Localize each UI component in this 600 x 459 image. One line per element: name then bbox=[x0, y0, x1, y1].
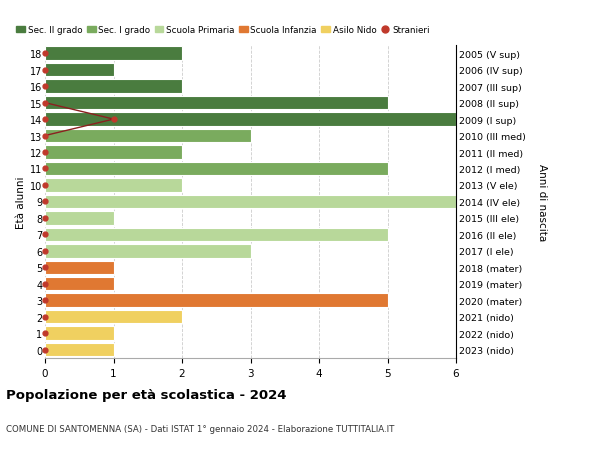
Bar bbox=[45, 245, 251, 258]
Bar bbox=[45, 277, 113, 291]
Bar bbox=[45, 80, 182, 94]
Bar bbox=[45, 228, 388, 241]
Bar bbox=[45, 47, 182, 61]
Bar bbox=[45, 129, 251, 143]
Bar bbox=[45, 261, 113, 274]
Bar bbox=[45, 310, 182, 324]
Legend: Sec. II grado, Sec. I grado, Scuola Primaria, Scuola Infanzia, Asilo Nido, Stran: Sec. II grado, Sec. I grado, Scuola Prim… bbox=[16, 26, 430, 35]
Bar bbox=[45, 146, 182, 159]
Y-axis label: Età alunni: Età alunni bbox=[16, 176, 26, 228]
Bar bbox=[45, 343, 113, 357]
Text: COMUNE DI SANTOMENNA (SA) - Dati ISTAT 1° gennaio 2024 - Elaborazione TUTTITALIA: COMUNE DI SANTOMENNA (SA) - Dati ISTAT 1… bbox=[6, 425, 394, 434]
Bar bbox=[45, 97, 388, 110]
Bar bbox=[45, 327, 113, 340]
Bar bbox=[45, 294, 388, 307]
Bar bbox=[45, 64, 113, 77]
Bar bbox=[45, 195, 456, 209]
Bar bbox=[45, 212, 113, 225]
Y-axis label: Anni di nascita: Anni di nascita bbox=[537, 163, 547, 241]
Text: Popolazione per età scolastica - 2024: Popolazione per età scolastica - 2024 bbox=[6, 388, 287, 401]
Bar bbox=[45, 179, 182, 192]
Bar bbox=[45, 113, 456, 127]
Bar bbox=[45, 162, 388, 176]
